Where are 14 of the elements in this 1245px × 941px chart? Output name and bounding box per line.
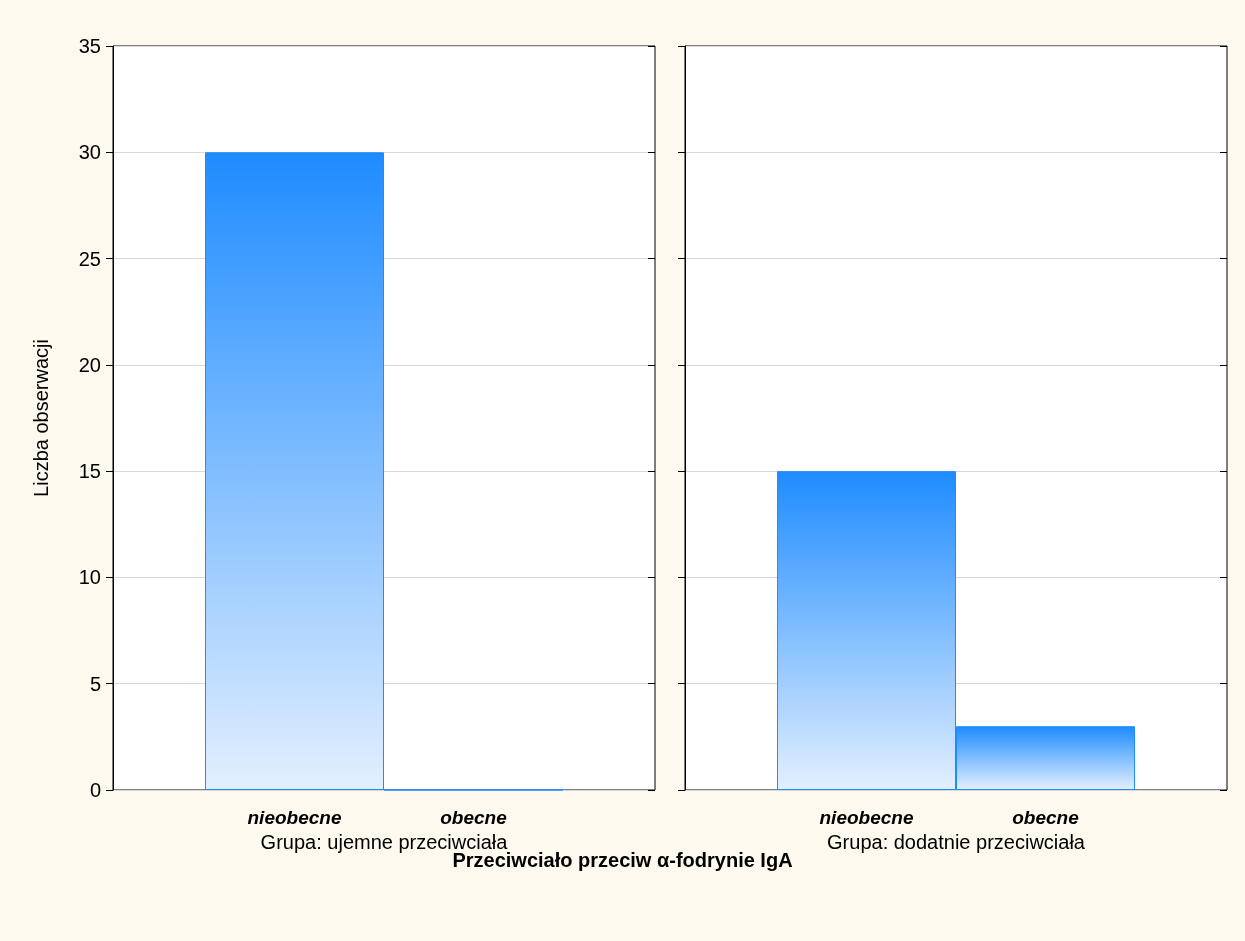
x-tick-label: nieobecne bbox=[247, 807, 342, 828]
y-tick-label: 0 bbox=[89, 779, 101, 801]
y-tick-label: 15 bbox=[78, 460, 101, 483]
y-tick-label: 5 bbox=[89, 672, 101, 695]
y-tick-label: 25 bbox=[78, 247, 101, 270]
y-tick-label: 10 bbox=[78, 566, 101, 589]
y-tick-label: 20 bbox=[78, 353, 101, 376]
x-axis-title: Grupa: dodatnie przeciwciała bbox=[827, 830, 1086, 853]
y-tick-label: 35 bbox=[78, 35, 101, 57]
x-tick-label: nieobecne bbox=[819, 807, 914, 828]
x-tick-label: obecne bbox=[1012, 807, 1080, 828]
y-tick-label: 30 bbox=[78, 141, 101, 164]
x-tick-label: obecne bbox=[440, 807, 508, 828]
y-axis-title: Liczba obserwacji bbox=[30, 339, 52, 497]
